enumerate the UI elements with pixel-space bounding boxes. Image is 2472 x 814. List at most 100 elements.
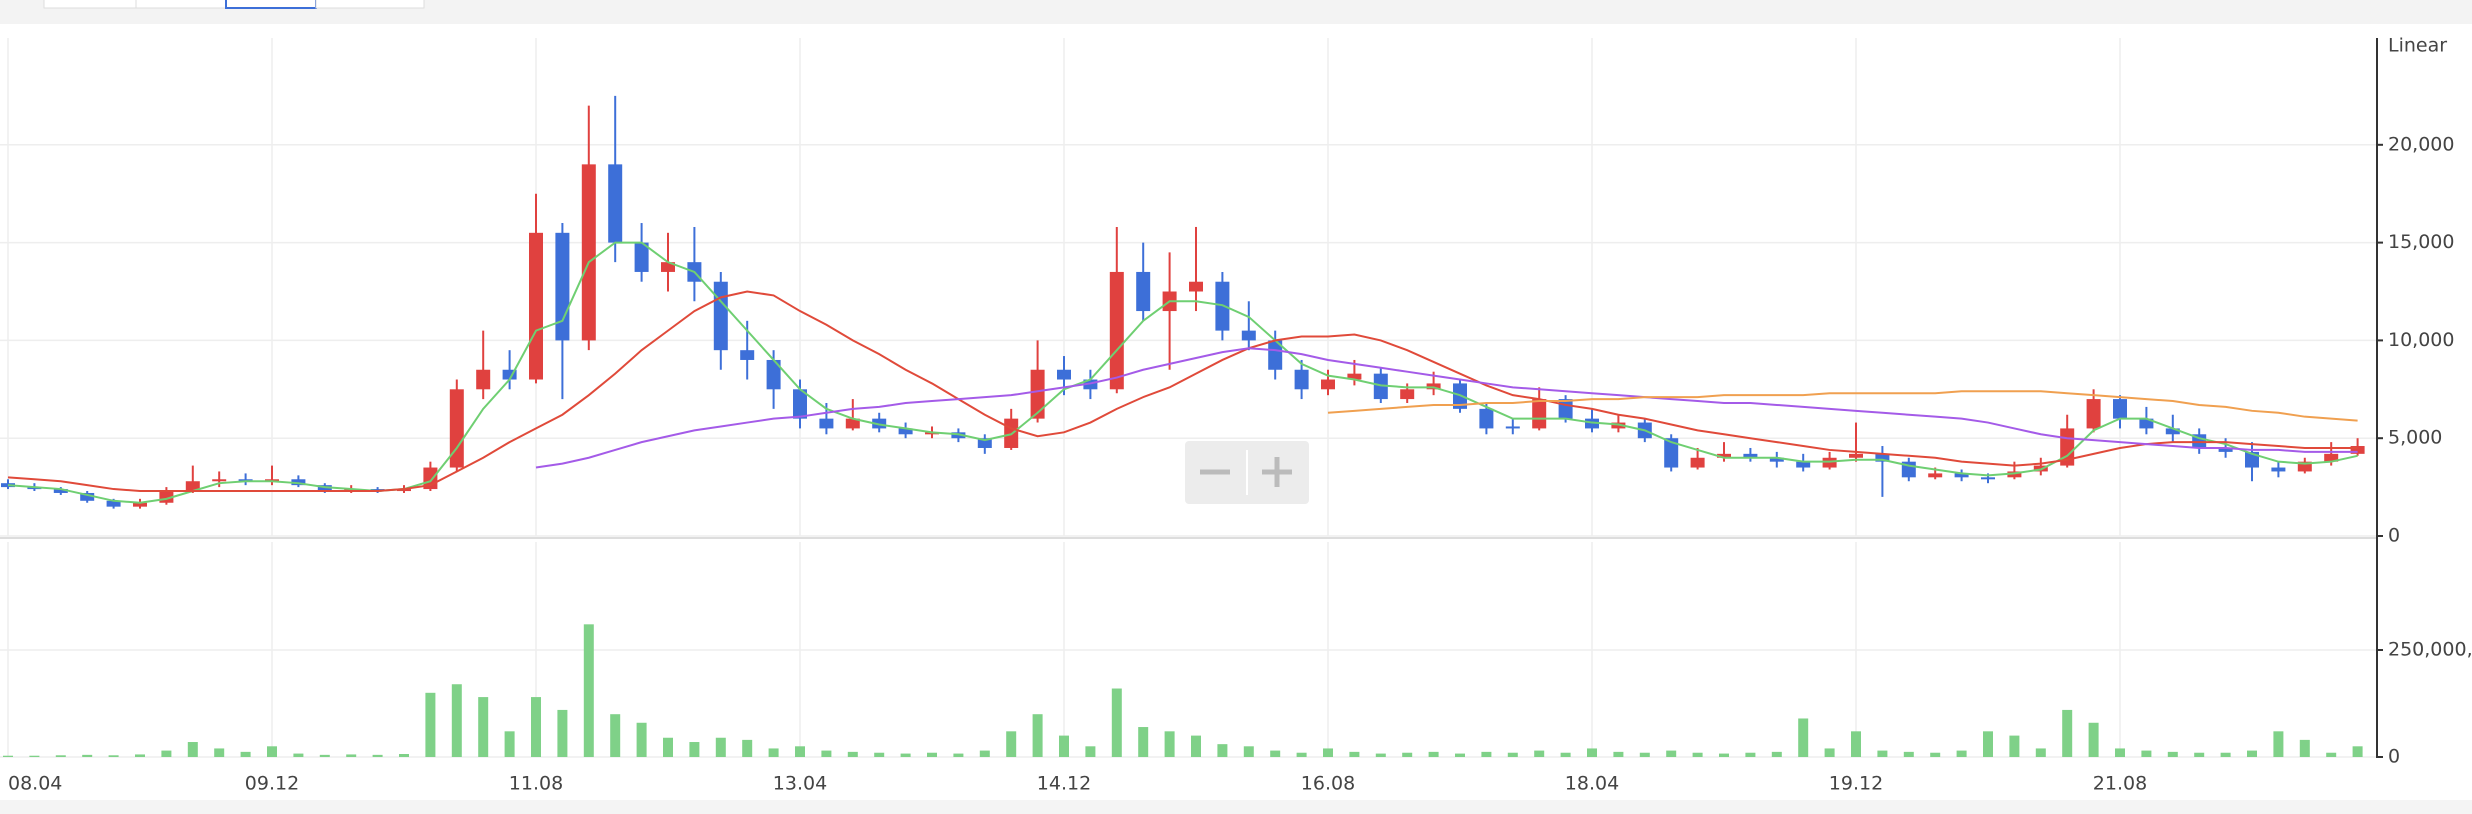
volume-bar [1639, 752, 1650, 757]
volume-bar [557, 709, 568, 757]
volume-bar [451, 684, 462, 757]
x-tick-label: 21.08 [2093, 773, 2147, 795]
candle-body [1479, 408, 1494, 429]
candle-body [529, 232, 543, 380]
candle-body [1268, 340, 1283, 370]
volume-bar [1666, 750, 1677, 757]
volume-bar [135, 754, 145, 757]
volume-bar [2035, 748, 2046, 757]
candle-body [2271, 467, 2286, 472]
candle-body [212, 479, 227, 482]
volume-bar [1323, 748, 1333, 757]
moving-average [7, 290, 2358, 493]
volume-bar [82, 754, 93, 757]
moving-average [1327, 390, 2358, 422]
volume-bar [187, 742, 198, 757]
volume-bar [1798, 718, 1809, 757]
volume-bar [2062, 709, 2073, 757]
volume-bar [2273, 731, 2284, 757]
candle-body [476, 369, 491, 390]
tab-selected[interactable] [225, 0, 317, 9]
candle-body [1, 483, 15, 488]
volume-bar [1851, 731, 1861, 757]
volume-bar [1085, 746, 1096, 757]
candle-body [766, 359, 781, 390]
volume-bar [1930, 752, 1941, 757]
volume-bar [1719, 753, 1729, 757]
volume-bar [1164, 731, 1175, 757]
candle-body [1954, 473, 1969, 478]
volume-bar [214, 748, 225, 757]
volume-bar [1560, 752, 1571, 757]
candle-body [1717, 453, 1731, 458]
candle-body [1321, 379, 1335, 390]
candle-body [1109, 271, 1124, 390]
x-tick-label: 09.12 [245, 773, 299, 795]
candle-body [1849, 453, 1863, 458]
volume-bar [1745, 752, 1756, 757]
volume-bar [900, 753, 911, 757]
volume-bar [1032, 714, 1043, 757]
volume-bar [319, 754, 330, 757]
volume-bar [3, 755, 13, 757]
volume-bar [610, 714, 621, 757]
volume-bar [2088, 722, 2099, 757]
zoom-control [1185, 441, 1309, 504]
tab[interactable] [135, 0, 227, 9]
y-tick-label: 20,000 [2388, 133, 2454, 155]
volume-bar [2141, 750, 2152, 757]
volume-bar [1296, 752, 1307, 757]
volume-bar [372, 754, 383, 757]
volume-bar [240, 751, 251, 757]
volume-bar [1191, 735, 1201, 757]
y-tick-label: 0 [2388, 525, 2400, 547]
candle-body [80, 492, 95, 501]
volume-bar [768, 748, 779, 757]
candle-body [2350, 446, 2365, 454]
candle-body [898, 428, 913, 435]
tab[interactable] [315, 0, 425, 9]
candle-body [2086, 399, 2101, 429]
candle-body [133, 502, 147, 507]
candle-body [185, 481, 200, 492]
candle-body [661, 262, 675, 272]
x-tick-label: 14.12 [1037, 773, 1091, 795]
y-tick-label: 5,000 [2388, 427, 2442, 449]
volume-bar [847, 751, 858, 757]
volume-bar [2247, 750, 2257, 757]
marks [1, 95, 2365, 757]
volume-bar [1771, 751, 1782, 757]
y-tick-label: 10,000 [2388, 329, 2454, 351]
candle-body [159, 491, 174, 503]
volume-bar [1006, 731, 1017, 757]
scale-label[interactable]: Linear [2388, 35, 2447, 57]
volume-bar [1534, 750, 1545, 757]
y-tick-label: 15,000 [2388, 231, 2454, 253]
volume-bar [1507, 752, 1518, 757]
candle-body [1532, 399, 1547, 429]
candle-body [608, 164, 623, 243]
volume-bar [1692, 752, 1703, 757]
moving-average [7, 241, 2358, 504]
volume-bar [267, 746, 277, 757]
volume-bar [1481, 751, 1492, 757]
candle-body [106, 500, 121, 507]
volume-bar [2009, 735, 2020, 757]
candle-body [819, 418, 834, 429]
volume-bar [927, 752, 937, 757]
candle-body [1505, 426, 1520, 429]
volume-bar [1059, 735, 1069, 757]
volume-bar [1217, 744, 1228, 757]
tab[interactable] [43, 0, 137, 9]
candle-body [740, 350, 755, 360]
candle-body [1796, 461, 1811, 468]
candle-body [1664, 438, 1679, 468]
footer [0, 800, 2472, 814]
candle-body [1136, 271, 1151, 312]
candle-body [555, 232, 570, 341]
candle-body [1294, 369, 1309, 390]
candle-body [1743, 453, 1758, 458]
volume-bar [1613, 751, 1624, 757]
candle-body [2165, 428, 2180, 435]
volume-bar [742, 739, 753, 757]
